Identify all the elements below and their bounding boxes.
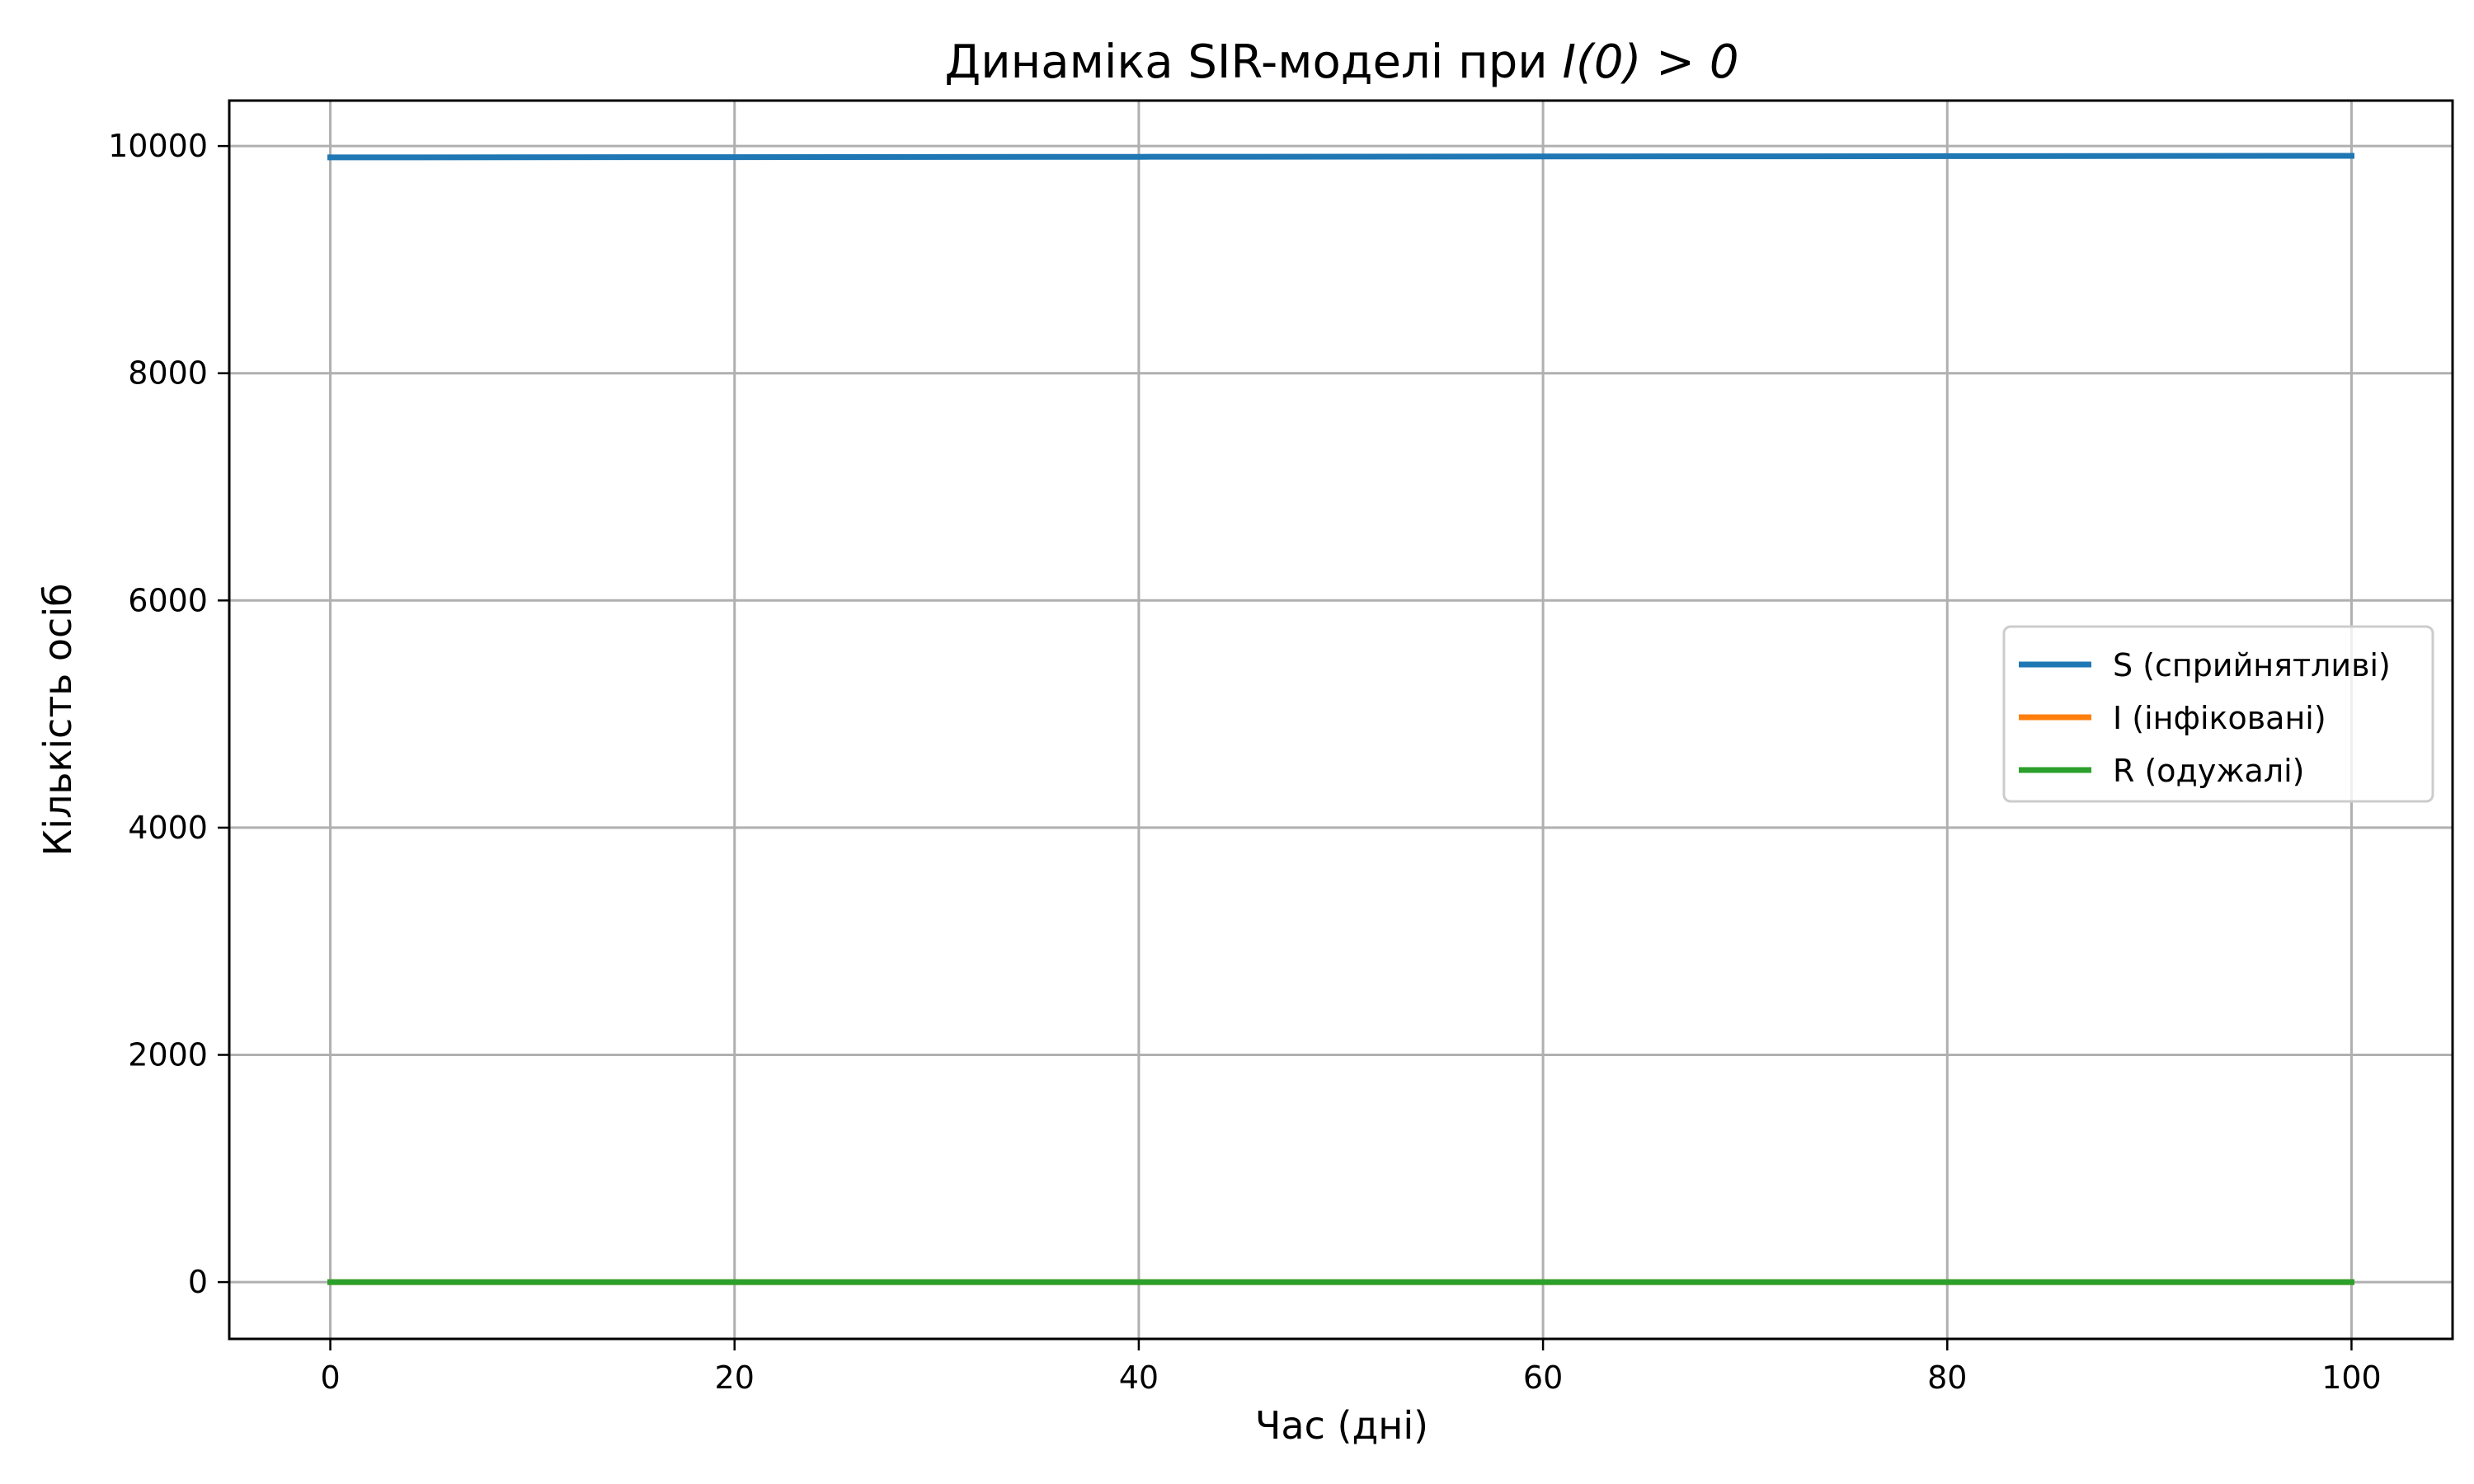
x-tick-label: 60 — [1523, 1360, 1563, 1396]
axis-ticks: 0 20 40 60 80 100 0 2000 4000 6000 8000 10000 — [108, 128, 2382, 1396]
y-tick-label: 6000 — [128, 582, 208, 618]
legend-box — [2002, 625, 2434, 803]
y-tick-label: 0 — [188, 1264, 208, 1300]
chart-title-prefix: Динаміка SIR-моделі при — [945, 35, 1563, 89]
chart-title-math: I(0) > 0 — [1562, 35, 1738, 89]
legend: S (сприйнятливі) I (інфіковані) R (одужалі… — [2002, 625, 2434, 803]
y-tick-label: 2000 — [128, 1037, 208, 1073]
chart-title: Динаміка SIR-моделі при I(0) > 0 — [945, 35, 1739, 89]
x-tick-label: 100 — [2321, 1360, 2382, 1396]
x-tick-label: 0 — [320, 1360, 340, 1396]
x-axis-label: Час (дні) — [1255, 1403, 1428, 1448]
plot-frame — [228, 99, 2454, 1341]
x-tick-label: 80 — [1927, 1360, 1967, 1396]
x-tick-label: 20 — [715, 1360, 755, 1396]
y-tick-label: 10000 — [108, 128, 208, 164]
legend-label-1: I (інфіковані) — [2113, 700, 2326, 736]
y-tick-label: 4000 — [128, 810, 208, 846]
x-tick-label: 40 — [1119, 1360, 1159, 1396]
legend-label-2: R (одужалі) — [2113, 753, 2305, 789]
series-line-0 — [327, 153, 2355, 161]
y-axis-label: Кількість осіб — [35, 584, 80, 857]
series-lines — [327, 153, 2355, 1285]
legend-label-0: S (сприйнятливі) — [2113, 647, 2391, 683]
y-tick-label: 8000 — [128, 355, 208, 392]
